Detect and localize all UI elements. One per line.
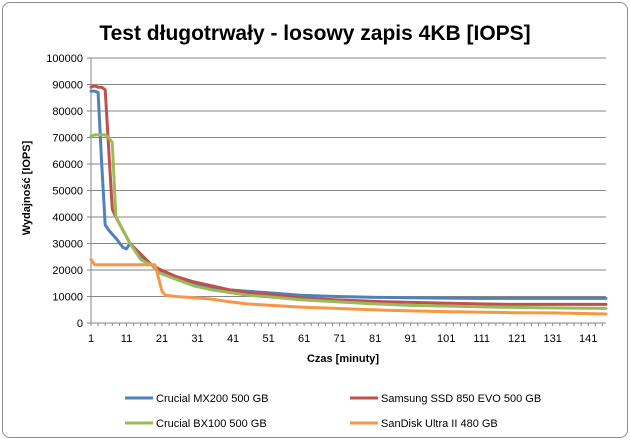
- x-tick-label: 111: [473, 333, 490, 345]
- y-tick-label: 80000: [52, 106, 83, 118]
- x-tick-label: 101: [437, 333, 455, 345]
- y-tick-label: 30000: [52, 239, 83, 251]
- x-tick-label: 91: [405, 333, 417, 345]
- series-lines: [89, 84, 608, 316]
- x-tick-label: 31: [191, 333, 203, 345]
- x-tick-label: 41: [227, 333, 239, 345]
- axes: [87, 57, 606, 326]
- line-chart: Test długotrwały - losowy zapis 4KB [IOP…: [21, 22, 608, 430]
- y-axis-label: Wydajność [IOPS]: [21, 140, 33, 235]
- legend-label: Crucial MX200 500 GB: [156, 393, 269, 405]
- x-tick-label: 61: [298, 333, 310, 345]
- x-axis-label: Czas [minuty]: [307, 353, 379, 365]
- x-tick-label: 11: [121, 333, 132, 345]
- y-tick-label: 40000: [52, 212, 83, 224]
- x-tick-label: 121: [508, 333, 526, 345]
- legend-label: SanDisk Ultra II 480 GB: [381, 418, 498, 430]
- chart-title: Test długotrwały - losowy zapis 4KB [IOP…: [99, 22, 530, 45]
- y-tick-label: 20000: [52, 265, 83, 277]
- y-tick-label: 10000: [52, 292, 83, 304]
- y-tick-label: 100000: [46, 53, 83, 65]
- x-tick-label: 131: [544, 333, 562, 345]
- legend-label: Samsung SSD 850 EVO 500 GB: [381, 393, 541, 405]
- y-tick-label: 60000: [52, 159, 83, 171]
- x-tick-label: 51: [262, 333, 274, 345]
- x-axis-ticks: 1 11 21 31 41 51 61 71 81 91 101 111 121 131 141: [88, 333, 597, 345]
- x-tick-label: 141: [579, 333, 597, 345]
- series-line-3: [89, 257, 608, 316]
- series-line-0: [89, 89, 608, 300]
- y-tick-label: 70000: [52, 133, 83, 145]
- y-tick-label: 50000: [52, 186, 83, 198]
- legend-label: Crucial BX100 500 GB: [156, 418, 267, 430]
- x-tick-label: 71: [333, 333, 345, 345]
- legend: Crucial MX200 500 GB Samsung SSD 850 EVO …: [125, 393, 541, 430]
- x-tick-label: 1: [88, 333, 94, 345]
- y-axis-ticks: 0 10000 20000 30000 40000 50000 60000 70000 8000…: [46, 53, 83, 330]
- gridlines: [91, 57, 606, 297]
- x-tick-label: 81: [369, 333, 381, 345]
- series-line-1: [89, 84, 608, 306]
- y-tick-label: 0: [77, 318, 83, 330]
- series-line-2: [89, 133, 608, 310]
- y-tick-label: 90000: [52, 80, 83, 92]
- x-tick-label: 21: [156, 333, 168, 345]
